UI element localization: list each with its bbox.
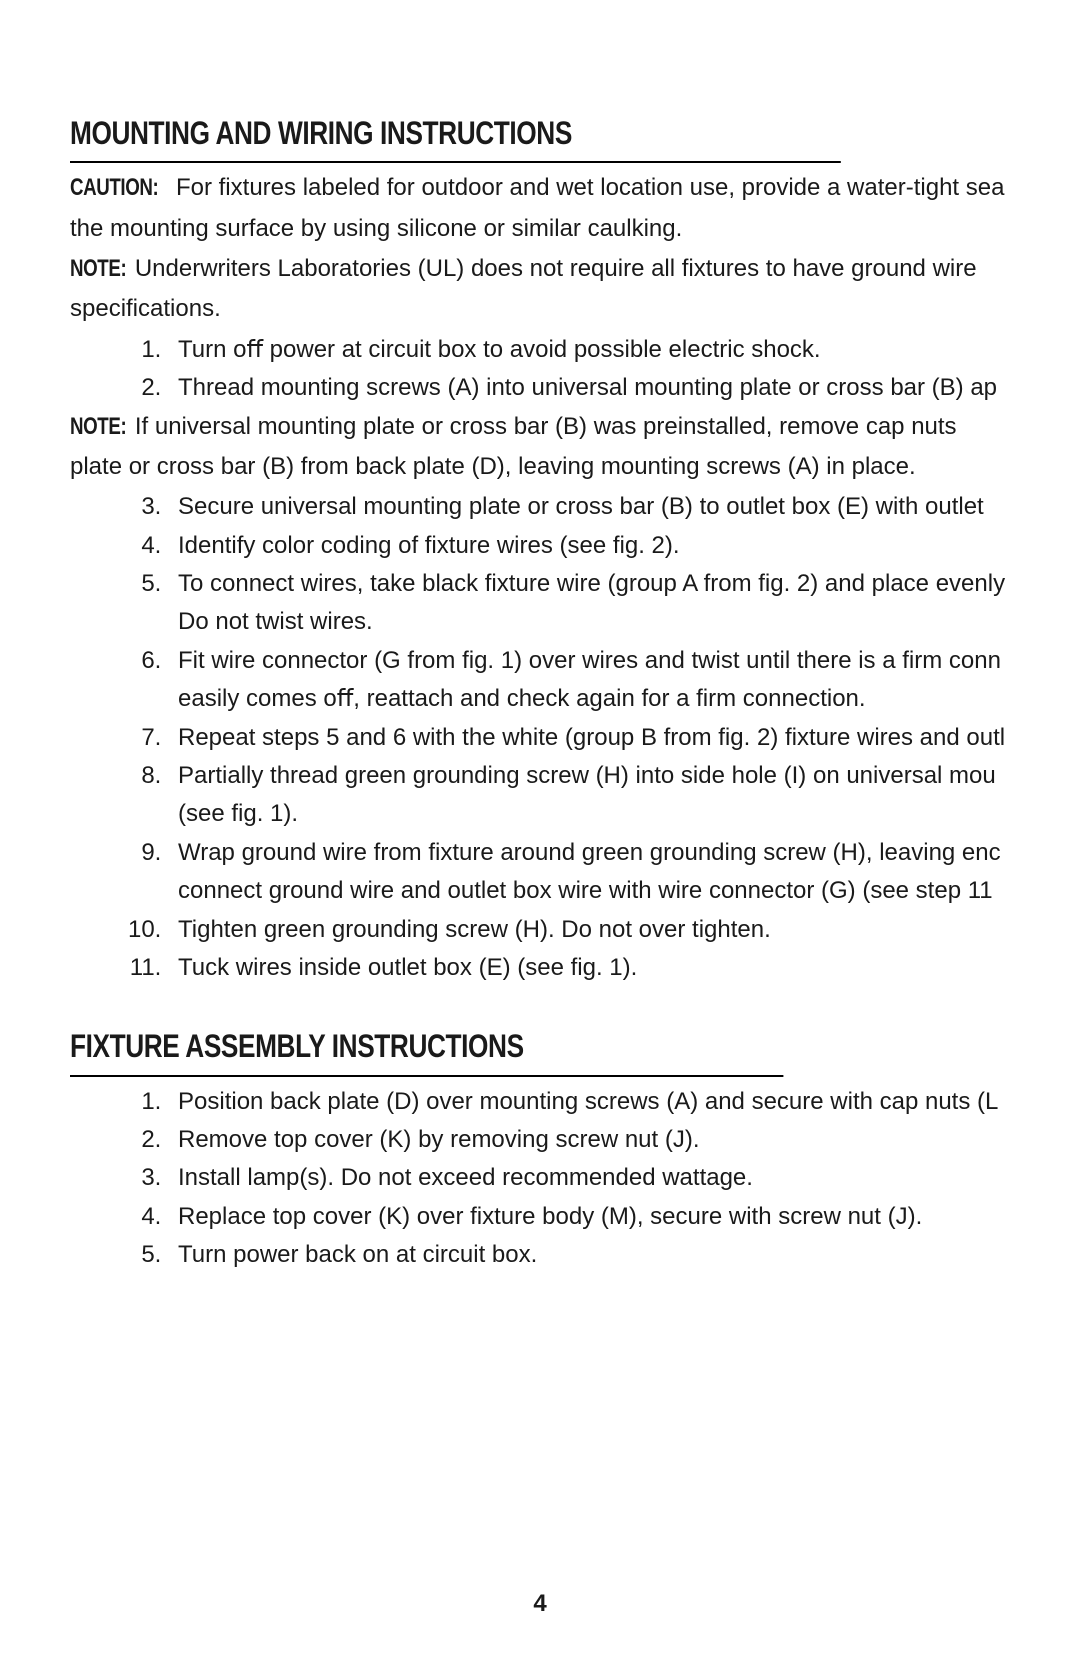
list-item-text: Partially thread green grounding screw (… [178,762,996,789]
mounting-list-2: Secure universal mounting plate or cross… [70,488,1080,987]
caution-text-1: For ﬁxtures labeled for outdoor and wet … [176,174,1004,201]
list-item: Tighten green grounding screw (H). Do no… [168,911,1080,949]
list-item: Thread mounting screws (A) into universa… [168,369,1080,407]
list-item: Remove top cover (K) by removing screw n… [168,1121,1080,1159]
note1-text-1: Underwriters Laboratories (UL) does not … [135,255,977,282]
list-item: Fit wire connector (G from ﬁg. 1) over w… [168,642,1080,719]
list-item: To connect wires, take black ﬁxture wire… [168,565,1080,642]
note-label: NOTE: [70,408,126,446]
caution-line-2: the mounting surface by using silicone o… [70,210,1080,248]
list-item-text: Fit wire connector (G from ﬁg. 1) over w… [178,647,1001,674]
mounting-heading: MOUNTING AND WIRING INSTRUCTIONS [70,108,841,163]
list-item: Replace top cover (K) over ﬁxture body (… [168,1198,1080,1236]
list-item: Secure universal mounting plate or cross… [168,488,1080,526]
assembly-heading: FIXTURE ASSEMBLY INSTRUCTIONS [70,1021,783,1076]
list-item: Position back plate (D) over mounting sc… [168,1083,1080,1121]
list-item-text: To connect wires, take black ﬁxture wire… [178,570,1005,597]
note2-line-2: plate or cross bar (B) from back plate (… [70,448,1080,486]
note2-line-1: NOTE: If universal mounting plate or cro… [70,408,1080,446]
list-item-text: Wrap ground wire from ﬁxture around gree… [178,839,1001,866]
caution-label: CAUTION: [70,169,158,207]
list-item: Identify color coding of ﬁxture wires (s… [168,527,1080,565]
list-item-text: (see ﬁg. 1). [178,800,298,827]
list-item: Wrap ground wire from ﬁxture around gree… [168,834,1080,911]
note-label: NOTE: [70,250,126,288]
assembly-list: Position back plate (D) over mounting sc… [70,1083,1080,1275]
list-item: Turn oﬀ power at circuit box to avoid po… [168,331,1080,369]
list-item-text: easily comes oﬀ, reattach and check agai… [178,685,866,712]
note2-text-1: If universal mounting plate or cross bar… [135,413,957,440]
list-item: Repeat steps 5 and 6 with the white (gro… [168,719,1080,757]
list-item: Partially thread green grounding screw (… [168,757,1080,834]
list-item-text: connect ground wire and outlet box wire … [178,877,993,904]
list-item: Install lamp(s). Do not exceed recommend… [168,1159,1080,1197]
note1-line-2: speciﬁcations. [70,290,1080,328]
page-number: 4 [0,1585,1080,1623]
caution-line-1: CAUTION: For ﬁxtures labeled for outdoor… [70,169,1080,207]
document-page: MOUNTING AND WIRING INSTRUCTIONS CAUTION… [0,0,1080,1669]
note1-line-1: NOTE: Underwriters Laboratories (UL) doe… [70,250,1080,288]
list-item: Tuck wires inside outlet box (E) (see ﬁg… [168,949,1080,987]
mounting-list-1: Turn oﬀ power at circuit box to avoid po… [70,331,1080,408]
list-item-text: Do not twist wires. [178,608,373,635]
list-item: Turn power back on at circuit box. [168,1236,1080,1274]
